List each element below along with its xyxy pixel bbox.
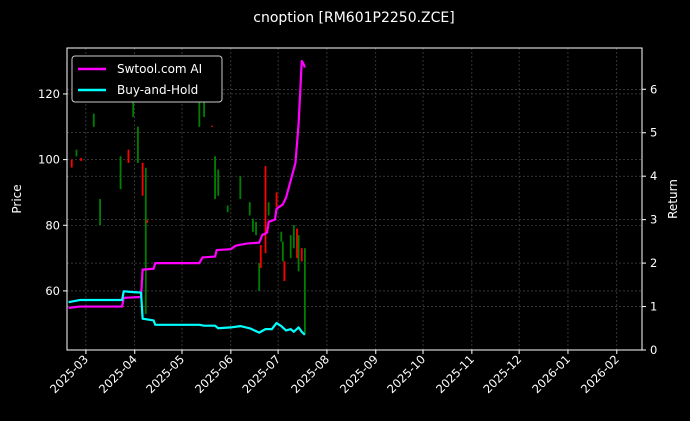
candle-body <box>119 156 122 190</box>
x-tick-label: 2025-09 <box>337 352 381 396</box>
candle-body <box>214 156 216 199</box>
candle-body <box>144 167 147 314</box>
candle-body <box>80 157 83 161</box>
candle-body <box>239 176 242 199</box>
y-axis-label: Price <box>10 184 24 213</box>
candle-body <box>283 261 286 282</box>
chart-title: cnoption [RM601P2250.ZCE] <box>253 10 454 26</box>
plot-frame <box>66 47 643 351</box>
candle-body <box>75 149 78 157</box>
candle-body <box>255 221 257 236</box>
x-tick-label: 2025-06 <box>192 352 236 396</box>
legend-label-ai: Swtool.com AI <box>117 62 202 76</box>
x-tick-label: 2025-10 <box>384 352 428 396</box>
x-tick-label: 2026-01 <box>529 352 573 396</box>
candle-body <box>303 248 306 334</box>
candle-body <box>259 244 262 268</box>
candle-body <box>264 166 267 254</box>
candles <box>70 90 306 334</box>
y-right-tick-label: 1 <box>650 300 657 314</box>
candle-body <box>292 225 295 249</box>
candle-body <box>226 205 229 213</box>
candle-body <box>296 228 298 259</box>
candle-body <box>251 218 254 232</box>
series-line-ai <box>68 59 306 309</box>
legend: Swtool.com AI Buy-and-Hold <box>71 55 223 103</box>
candle-body <box>211 125 213 127</box>
candle-body <box>136 126 139 163</box>
legend-label-buy-and-hold: Buy-and-Hold <box>117 83 198 97</box>
x-tick-label: 2025-08 <box>288 352 332 396</box>
axes: 2025-03 2025-04 2025-05 2025-06 2025-07 2025-… <box>38 82 657 396</box>
y-right-tick-label: 0 <box>650 343 657 357</box>
x-tick-label: 2025-07 <box>239 352 283 396</box>
candle-body <box>267 202 270 216</box>
candle-body <box>258 263 261 291</box>
y-tick-label: 60 <box>45 284 60 298</box>
y-tick-label: 120 <box>38 87 60 101</box>
candle-body <box>275 192 278 207</box>
x-tick-label: 2026-02 <box>578 352 622 396</box>
candle-body <box>297 235 300 272</box>
candle-body <box>70 159 73 168</box>
x-tick-label: 2025-11 <box>433 352 477 396</box>
candle-body <box>281 241 284 262</box>
candle-body <box>198 90 201 127</box>
x-tick-label: 2025-03 <box>47 352 91 396</box>
candle-body <box>300 248 303 262</box>
x-tick-label: 2025-05 <box>143 352 187 396</box>
x-tick-label: 2025-04 <box>96 352 140 396</box>
y-right-tick-label: 6 <box>650 82 657 96</box>
series-lines <box>68 59 306 336</box>
candle-body <box>99 199 101 226</box>
candle-body <box>141 162 144 196</box>
candle-body <box>146 220 149 223</box>
x-tick-label: 2025-12 <box>480 352 524 396</box>
y-tick-label: 80 <box>45 218 60 232</box>
candle-body <box>203 100 205 117</box>
candle-body <box>217 169 220 196</box>
y-right-tick-label: 5 <box>650 126 657 140</box>
candle-body <box>132 100 135 117</box>
series-line-buy-and-hold <box>68 290 306 336</box>
y-right-tick-label: 2 <box>650 256 657 270</box>
y-tick-label: 100 <box>38 153 60 167</box>
candle-body <box>289 235 292 259</box>
candle-body <box>280 231 283 242</box>
candle-body <box>92 113 95 127</box>
candle-body <box>248 202 251 216</box>
y-right-tick-label: 3 <box>650 213 657 227</box>
y-axis-right-label: Return <box>666 179 680 219</box>
candle-body <box>127 149 130 163</box>
y-right-tick-label: 4 <box>650 169 657 183</box>
